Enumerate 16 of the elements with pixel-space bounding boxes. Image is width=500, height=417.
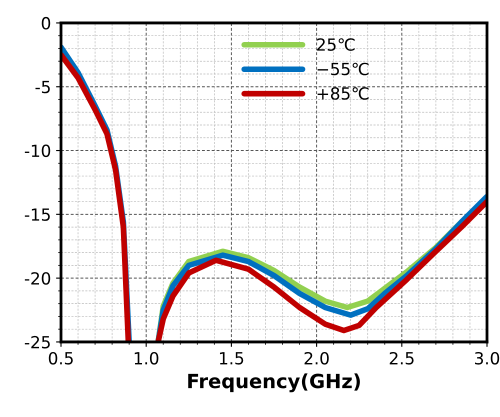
y-tick-label: -25 <box>24 336 50 349</box>
x-tick-label: 2.5 <box>390 352 414 365</box>
y-tick-label: -15 <box>24 208 50 221</box>
y-tick-label: -5 <box>35 80 50 94</box>
x-tick-label: 1.5 <box>220 352 244 365</box>
x-tick-label: 1.0 <box>134 352 158 365</box>
x-tick-label: 0.5 <box>48 352 73 365</box>
legend-label: 25℃ <box>317 38 355 51</box>
x-axis-title: Frequency(GHz) <box>188 373 360 392</box>
y-tick-label: -10 <box>24 144 50 158</box>
y-tick-label: 0 <box>42 16 50 30</box>
x-tick-label: 2.0 <box>304 352 329 365</box>
x-tick-label: 3.0 <box>475 352 500 365</box>
legend-label: +85℃ <box>318 87 369 100</box>
legend-label: −55℃ <box>318 62 369 76</box>
y-tick-label: -20 <box>24 272 50 285</box>
